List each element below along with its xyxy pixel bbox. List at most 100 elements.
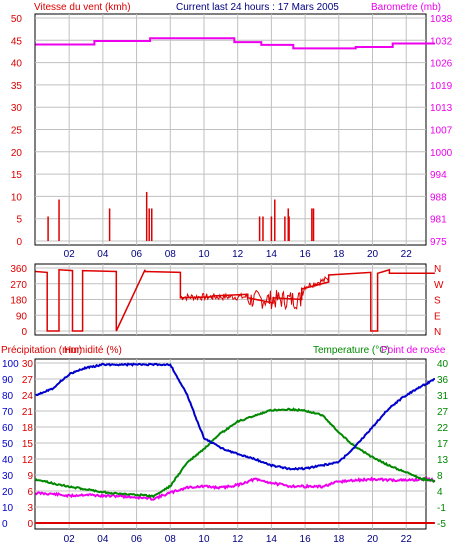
cardinal-tick-label: S [434, 296, 441, 307]
wind-pressure-marks [35, 37, 435, 245]
humidity-tick-label: 50 [2, 439, 14, 450]
cardinal-tick-label: E [434, 311, 441, 322]
humidity-line [35, 362, 435, 471]
hour-tick-label: 22 [401, 534, 413, 545]
humidity-axis-title: Humidité (%) [64, 345, 122, 356]
temperature-tick-label: 8 [437, 471, 443, 482]
wind-speed-tick-label: 50 [11, 14, 23, 25]
hour-tick-label: 22 [401, 249, 413, 260]
temp-humidity-axis-labels: 0 0 -5 10 3 -1 20 6 4 30 9 8 40 12 13 50 15 17 60 18 22 70 21 2… [2, 359, 449, 545]
humidity-tick-label: 80 [2, 391, 14, 402]
wind-speed-tick-label: 25 [11, 126, 23, 137]
temperature-tick-label: -1 [437, 503, 446, 514]
direction-tick-label: 360 [10, 264, 27, 275]
temperature-tick-label: 17 [437, 439, 449, 450]
humidity-tick-label: 30 [2, 471, 14, 482]
precip-tick-label: 15 [22, 439, 34, 450]
pressure-tick-label: 1019 [430, 81, 453, 92]
humidity-tick-label: 20 [2, 487, 14, 498]
hour-tick-label: 06 [131, 249, 143, 260]
humidity-tick-label: 10 [2, 503, 14, 514]
cardinal-tick-label: W [434, 280, 444, 291]
wind-speed-tick-label: 15 [11, 170, 23, 181]
direction-tick-label: 180 [10, 296, 27, 307]
hour-tick-label: 08 [165, 249, 177, 260]
temperature-tick-label: 27 [437, 407, 449, 418]
pressure-tick-label: 1007 [430, 126, 453, 137]
hour-tick-label: 20 [367, 534, 379, 545]
wind-speed-tick-label: 20 [11, 148, 23, 159]
wind-speed-tick-label: 45 [11, 36, 23, 47]
hour-tick-label: 10 [198, 249, 210, 260]
pressure-tick-label: 1032 [430, 36, 453, 47]
cardinal-tick-label: N [434, 327, 441, 338]
wind-direction-variation [180, 275, 329, 311]
hour-tick-label: 12 [232, 534, 244, 545]
wind-speed-tick-label: 40 [11, 59, 23, 70]
precip-tick-label: 18 [22, 423, 34, 434]
pressure-tick-label: 1038 [430, 14, 453, 25]
precipitation-axis-title: Précipitation (mm) [1, 345, 82, 356]
wind-speed-tick-label: 10 [11, 192, 23, 203]
dewpoint-axis-title: Point de rosée [381, 345, 446, 356]
current-date-title: Current last 24 hours : 17 Mars 2005 [176, 2, 339, 13]
wind-direction-line [35, 268, 435, 332]
pressure-tick-label: 1000 [430, 148, 453, 159]
wind-direction-marks [35, 268, 435, 332]
precip-tick-label: 24 [22, 391, 34, 402]
temp-humidity-gridlines [35, 359, 426, 529]
hour-tick-label: 08 [165, 534, 177, 545]
hour-tick-label: 14 [266, 534, 278, 545]
temperature-tick-label: 36 [437, 375, 449, 386]
wind-speed-tick-label: 30 [11, 103, 23, 114]
wind-speed-axis-title: Vitesse du vent (kmh) [34, 2, 131, 13]
precip-tick-label: 12 [22, 455, 34, 466]
humidity-tick-label: 100 [2, 359, 19, 370]
pressure-tick-label: 1026 [430, 59, 453, 70]
temperature-tick-label: 22 [437, 423, 449, 434]
cardinal-tick-label: N [434, 264, 441, 275]
precip-tick-label: 9 [27, 471, 33, 482]
hour-tick-label: 16 [300, 249, 312, 260]
temp-humidity-marks [34, 362, 436, 524]
direction-tick-label: 270 [10, 280, 27, 291]
humidity-tick-label: 90 [2, 375, 14, 386]
wind-speed-tick-label: 5 [16, 215, 22, 226]
hour-tick-label: 18 [333, 249, 345, 260]
pressure-tick-label: 975 [430, 237, 447, 248]
temp-humidity-plot-area [34, 358, 427, 530]
wind-speed-tick-label: 0 [16, 237, 22, 248]
hour-tick-label: 02 [64, 534, 76, 545]
precip-tick-label: 0 [27, 519, 33, 530]
precip-tick-label: 6 [27, 487, 33, 498]
hour-tick-label: 20 [367, 249, 379, 260]
hour-tick-label: 02 [64, 249, 76, 260]
pressure-line [35, 37, 435, 50]
hour-tick-label: 14 [266, 249, 278, 260]
pressure-tick-label: 994 [430, 170, 447, 181]
wind-pressure-axis-labels: 0 975 5 981 10 988 15 994 20 1000 25 1007 30 1013 35 10… [11, 14, 453, 260]
hour-tick-label: 04 [97, 249, 109, 260]
precip-tick-label: 30 [22, 359, 34, 370]
temperature-tick-label: -5 [437, 519, 446, 530]
humidity-tick-label: 0 [2, 519, 8, 530]
wind-speed-tick-label: 35 [11, 81, 23, 92]
hour-tick-label: 18 [333, 534, 345, 545]
humidity-tick-label: 70 [2, 407, 14, 418]
precip-tick-label: 27 [22, 375, 34, 386]
temperature-axis-title: Temperature (°C) [313, 345, 390, 356]
temperature-tick-label: 40 [437, 359, 449, 370]
direction-tick-label: 90 [16, 311, 28, 322]
hour-tick-label: 10 [198, 534, 210, 545]
pressure-tick-label: 981 [430, 215, 447, 226]
temperature-line [34, 407, 435, 499]
humidity-tick-label: 40 [2, 455, 14, 466]
pressure-tick-label: 988 [430, 192, 447, 203]
direction-tick-label: 0 [21, 327, 27, 338]
hour-tick-label: 04 [97, 534, 109, 545]
wind-direction-axis-labels: 360 N 270 W 180 S 90 E 0 N [10, 264, 444, 338]
temperature-tick-label: 13 [437, 455, 449, 466]
temperature-tick-label: 31 [437, 391, 449, 402]
dewpoint-line [34, 476, 436, 501]
